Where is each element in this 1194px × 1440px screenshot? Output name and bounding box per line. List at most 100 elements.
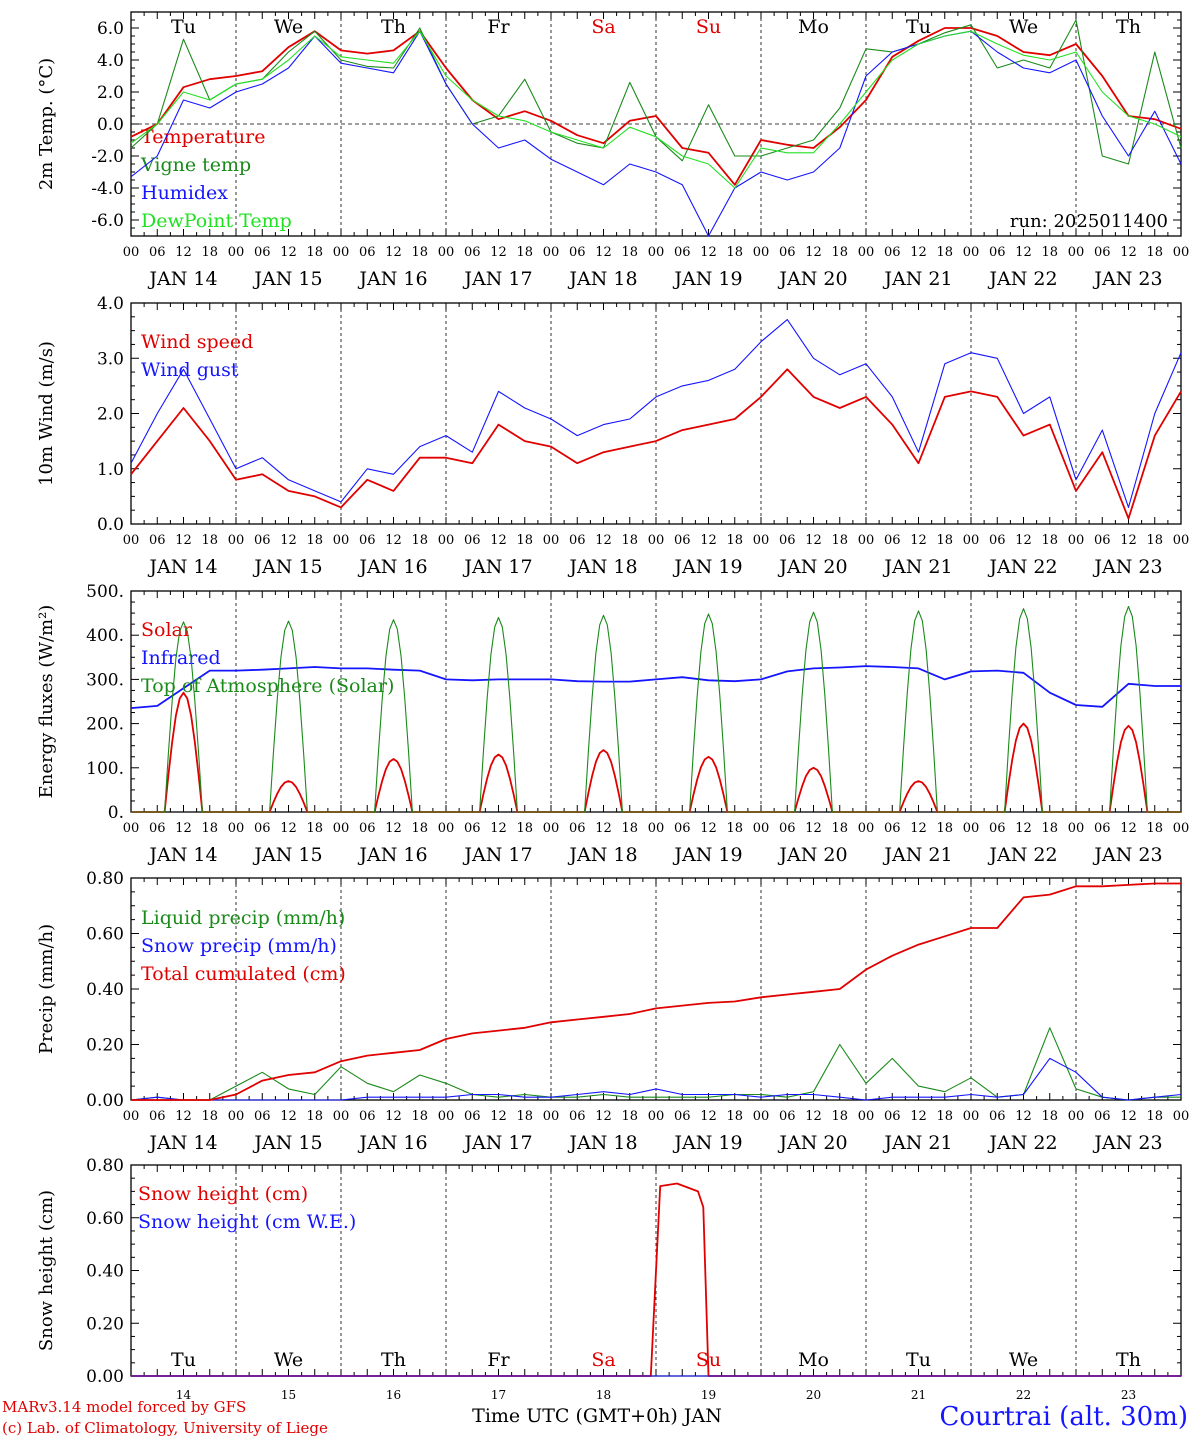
legend-entry: Snow height (cm W.E.) [138, 1211, 356, 1233]
y-tick-label: 0.80 [86, 869, 124, 889]
hour-label: 06 [464, 245, 481, 260]
hour-label: 00 [123, 533, 140, 548]
hour-label: 18 [726, 245, 743, 260]
date-label: JAN 20 [777, 844, 847, 866]
hour-label: 12 [1120, 245, 1137, 260]
series-line-snow-precip-mm-h- [130, 1057, 1182, 1101]
date-label: JAN 20 [777, 268, 847, 290]
hour-label: 00 [858, 1109, 875, 1124]
hour-label: 00 [228, 533, 245, 548]
legend-entry: Snow precip (mm/h) [141, 935, 337, 957]
hour-label: 06 [779, 245, 796, 260]
hour-label: 00 [228, 821, 245, 836]
hour-label: 06 [569, 1109, 586, 1124]
day-number-label: 18 [596, 1388, 611, 1402]
hour-label: 06 [569, 821, 586, 836]
date-label: JAN 21 [882, 844, 952, 866]
hour-label: 12 [490, 1109, 507, 1124]
legend-entry: Solar [141, 619, 193, 641]
y-tick-label: 400. [86, 626, 124, 646]
legend-entry: Snow height (cm) [138, 1183, 308, 1205]
date-label: JAN 15 [252, 268, 322, 290]
y-tick-label: 0.0 [97, 115, 124, 135]
date-label: JAN 22 [987, 268, 1057, 290]
date-label: JAN 14 [147, 1132, 217, 1154]
date-label: JAN 14 [147, 268, 217, 290]
date-label: JAN 20 [777, 556, 847, 578]
y-tick-label: 0.0 [97, 515, 124, 535]
hour-label: 18 [306, 533, 323, 548]
hour-label: 12 [595, 821, 612, 836]
hour-label: 00 [753, 1109, 770, 1124]
weekday-label: Mo [798, 16, 829, 38]
y-tick-label: 0.20 [86, 1314, 124, 1334]
y-tick-label: 0.40 [86, 980, 124, 1000]
hour-label: 06 [674, 1109, 691, 1124]
date-label: JAN 21 [882, 556, 952, 578]
hour-label: 12 [595, 533, 612, 548]
date-label: JAN 22 [987, 556, 1057, 578]
hour-label: 18 [411, 533, 428, 548]
hour-label: 00 [858, 245, 875, 260]
hour-label: 06 [359, 1109, 376, 1124]
hour-label: 18 [201, 1109, 218, 1124]
y-tick-label: 2.0 [97, 83, 124, 103]
day-number-label: 20 [806, 1388, 821, 1402]
hour-label: 06 [884, 245, 901, 260]
hour-label: 00 [753, 533, 770, 548]
hour-label: 00 [438, 533, 455, 548]
date-label: JAN 17 [462, 556, 532, 578]
date-label: JAN 23 [1092, 268, 1162, 290]
hour-label: 12 [490, 821, 507, 836]
series-line-infrared [130, 665, 1181, 709]
legend-entry: Infrared [141, 647, 221, 669]
weekday-label: Th [1116, 1349, 1141, 1371]
weekday-label: We [1009, 1349, 1038, 1371]
day-number-label: 16 [386, 1388, 401, 1402]
date-label: JAN 18 [567, 556, 637, 578]
hour-label: 12 [280, 533, 297, 548]
hour-label: 18 [831, 1109, 848, 1124]
hour-label: 00 [648, 1109, 665, 1124]
hour-label: 00 [1068, 1109, 1085, 1124]
hour-label: 18 [621, 1109, 638, 1124]
weekday-label: Su [696, 16, 721, 38]
run-annotation: run: 2025011400 [1010, 211, 1168, 232]
hour-label: 06 [254, 821, 271, 836]
y-tick-label: 300. [86, 670, 124, 690]
series-line-solar [131, 691, 1181, 813]
hour-label: 12 [280, 245, 297, 260]
hour-label: 12 [280, 1109, 297, 1124]
hour-label: 00 [1068, 245, 1085, 260]
hour-label: 18 [1041, 533, 1058, 548]
hour-label: 00 [333, 533, 350, 548]
hour-label: 06 [464, 821, 481, 836]
hour-label: 06 [254, 1109, 271, 1124]
hour-label: 12 [700, 245, 717, 260]
y-tick-label: 0.00 [86, 1091, 124, 1111]
hour-label: 18 [621, 533, 638, 548]
hour-label: 00 [963, 533, 980, 548]
y-tick-label: 0.60 [86, 1209, 124, 1229]
hour-label: 06 [674, 533, 691, 548]
hour-label: 06 [1094, 1109, 1111, 1124]
hour-label: 18 [936, 821, 953, 836]
weekday-label: Su [696, 1349, 721, 1371]
weekday-label: We [274, 1349, 303, 1371]
hour-label: 18 [411, 821, 428, 836]
hour-label: 12 [805, 821, 822, 836]
hour-label: 12 [805, 1109, 822, 1124]
hour-label: 12 [175, 821, 192, 836]
y-tick-label: 4.0 [97, 51, 124, 71]
hour-label: 00 [438, 1109, 455, 1124]
hour-label: 12 [385, 245, 402, 260]
date-label: JAN 18 [567, 1132, 637, 1154]
date-label: JAN 18 [567, 844, 637, 866]
hour-label: 06 [884, 533, 901, 548]
hour-label: 00 [1068, 821, 1085, 836]
weekday-label: Th [381, 16, 406, 38]
hour-label: 18 [516, 821, 533, 836]
hour-label: 18 [201, 533, 218, 548]
hour-label: 18 [936, 1109, 953, 1124]
hour-label: 00 [1173, 533, 1190, 548]
